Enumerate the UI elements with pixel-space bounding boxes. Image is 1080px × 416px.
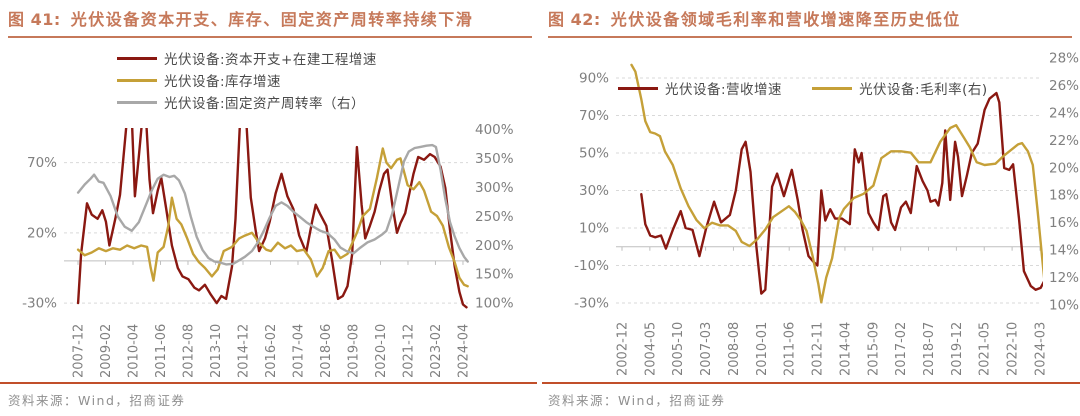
- figure-42-source: 资料来源：Wind，招商证券: [548, 393, 726, 408]
- x-axis-label: 2014-12: [236, 324, 251, 378]
- x-axis-label: 2017-02: [894, 322, 909, 376]
- x-axis-label: 2008-08: [727, 322, 742, 376]
- y-axis-label-left: -10%: [574, 258, 609, 274]
- x-axis-label: 2024-03: [1033, 322, 1048, 376]
- legend-label: 光伏设备:营收增速: [665, 82, 783, 98]
- x-axis-label: 2011-06: [154, 324, 169, 378]
- y-axis-label-left: 90%: [579, 71, 609, 87]
- series-line: [630, 63, 1043, 304]
- legend-label: 光伏设备:固定资产周转率（右）: [164, 96, 366, 112]
- figure-41-source: 资料来源：Wind，招商证券: [8, 393, 186, 408]
- figure-42-legend: 光伏设备:营收增速 光伏设备:毛利率(右): [618, 78, 988, 98]
- y-axis-label-right: 16%: [1049, 215, 1079, 231]
- series-line: [76, 128, 468, 309]
- x-axis-label: 2005-10: [671, 322, 686, 376]
- figure-41-legend: 光伏设备:资本开支+在建工程增速 光伏设备:库存增速 光伏设备:固定资产周转率（…: [117, 47, 377, 113]
- x-axis-label: 2024-04: [456, 324, 471, 378]
- x-axis-label: 2018-07: [922, 322, 937, 376]
- legend-item: 光伏设备:毛利率(右): [812, 78, 988, 98]
- x-axis-label: 2019-08: [346, 324, 361, 378]
- y-axis-label-left: 20%: [27, 225, 57, 241]
- figure-41-bottom-rule: [0, 382, 537, 384]
- legend-item: 光伏设备:资本开支+在建工程增速: [117, 47, 377, 69]
- x-axis-label: 2022-10: [1006, 322, 1021, 376]
- x-axis-label: 2010-01: [755, 322, 770, 376]
- y-axis-label-right: 300%: [475, 180, 514, 196]
- legend-item: 光伏设备:库存增速: [117, 69, 377, 91]
- y-axis-label-right: 22%: [1049, 133, 1079, 149]
- legend-label: 光伏设备:库存增速: [164, 74, 282, 90]
- x-axis-label: 2004-05: [643, 322, 658, 376]
- x-axis-label: 2019-12: [950, 322, 965, 376]
- y-axis-label-left: 70%: [27, 155, 57, 171]
- y-axis-label-right: 350%: [475, 151, 514, 167]
- legend-item: 光伏设备:固定资产周转率（右）: [117, 91, 377, 113]
- x-axis-label: 2021-12: [401, 324, 416, 378]
- figure-42-number: 图 42:: [548, 10, 601, 29]
- x-axis-label: 2023-02: [429, 324, 444, 378]
- x-axis-label: 2014-04: [838, 322, 853, 376]
- x-axis-label: 2009-02: [99, 324, 114, 378]
- figure-42-bottom-rule: [542, 382, 1080, 384]
- y-axis-label-right: 250%: [475, 209, 514, 225]
- x-axis-label: 2012-08: [181, 324, 196, 378]
- x-axis-label: 2007-03: [699, 322, 714, 376]
- x-axis-label: 2013-10: [209, 324, 224, 378]
- chart-right: 90% 70% 50% 30% 10% -10% -30% 28% 26% 24% 22% 20% 18…: [574, 51, 1079, 377]
- x-axis-label: 2012-11: [811, 322, 826, 376]
- figure-42-title-text: 光伏设备领域毛利率和营收增速降至历史低位: [610, 10, 961, 29]
- y-axis-label-left: -30%: [574, 295, 609, 311]
- figure-41-title: 图 41: 光伏设备资本开支、库存、固定资产周转率持续下滑: [8, 6, 473, 30]
- y-axis-label-right: 28%: [1049, 51, 1079, 67]
- x-axis-label: 2017-04: [291, 324, 306, 378]
- figure-41-number: 图 41:: [8, 10, 61, 29]
- series-line: [640, 91, 1043, 295]
- y-axis-label-right: 20%: [1049, 160, 1079, 176]
- x-axis-label: 2016-02: [264, 324, 279, 378]
- legend-line-sample: [117, 78, 157, 82]
- figure-41-title-text: 光伏设备资本开支、库存、固定资产周转率持续下滑: [70, 10, 474, 29]
- y-axis-label-right: 100%: [475, 296, 514, 312]
- legend-line-sample: [812, 86, 853, 90]
- y-axis-label-right: 150%: [475, 267, 514, 283]
- y-axis-label-right: 200%: [475, 238, 514, 254]
- series-line: [76, 147, 469, 288]
- x-axis-label: 2011-06: [783, 322, 798, 376]
- y-axis-label-right: 26%: [1049, 78, 1079, 94]
- legend-line-sample: [117, 56, 157, 60]
- y-axis-label-right: 10%: [1049, 298, 1079, 314]
- y-axis-label-right: 12%: [1049, 270, 1079, 286]
- y-axis-label-left: 10%: [579, 220, 609, 236]
- y-axis-label-left: -30%: [22, 296, 57, 312]
- y-axis-label-left: 30%: [579, 183, 609, 199]
- x-axis-label: 2002-12: [616, 322, 631, 376]
- legend-label: 光伏设备:资本开支+在建工程增速: [164, 52, 377, 68]
- y-axis-label-left: 70%: [579, 108, 609, 124]
- figure-42-title: 图 42: 光伏设备领域毛利率和营收增速降至历史低位: [548, 6, 961, 30]
- legend-line-sample: [618, 86, 658, 90]
- legend-line-sample: [117, 100, 157, 104]
- y-axis-label-right: 24%: [1049, 105, 1079, 121]
- legend-label: 光伏设备:毛利率(右): [859, 82, 988, 98]
- series-line: [76, 143, 469, 266]
- x-axis-label: 2018-06: [319, 324, 334, 378]
- figure-41-title-rule: [8, 36, 532, 38]
- y-axis-label-left: 50%: [579, 146, 609, 162]
- x-axis-label: 2020-10: [374, 324, 389, 378]
- y-axis-label-right: 18%: [1049, 188, 1079, 204]
- x-axis-label: 2021-05: [978, 322, 993, 376]
- x-axis-label: 2015-09: [866, 322, 881, 376]
- x-axis-label: 2010-04: [126, 324, 141, 378]
- chart-left: 70%20%-30%400%350%300%250%200%150%100%20…: [22, 122, 514, 378]
- legend-item: 光伏设备:营收增速: [618, 78, 782, 98]
- y-axis-label-right: 400%: [475, 122, 514, 138]
- y-axis-label-right: 14%: [1049, 243, 1079, 259]
- figure-42-title-rule: [548, 36, 1072, 38]
- x-axis-label: 2007-12: [72, 324, 87, 378]
